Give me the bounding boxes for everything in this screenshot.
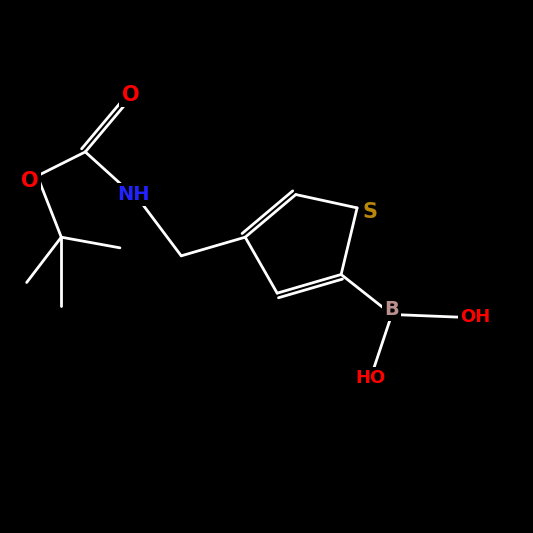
Text: OH: OH (461, 308, 490, 326)
Text: HO: HO (356, 369, 385, 387)
Text: B: B (384, 300, 399, 319)
Text: NH: NH (117, 185, 149, 204)
Text: O: O (122, 85, 140, 105)
Text: S: S (363, 202, 378, 222)
Text: O: O (20, 171, 38, 191)
